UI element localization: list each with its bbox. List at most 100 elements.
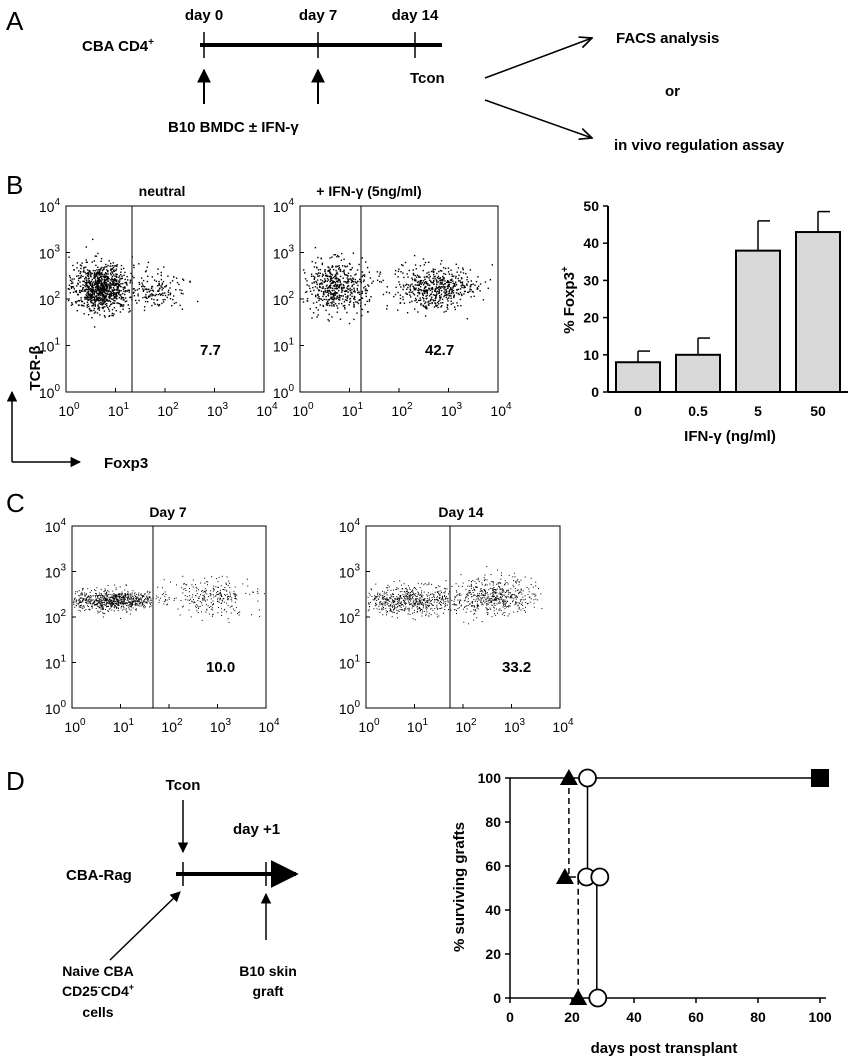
bar [795,231,841,393]
event-dot [118,276,120,279]
event-dot [498,602,500,604]
event-dot [344,290,346,293]
event-dot [138,594,140,596]
event-dot [112,590,114,592]
event-dot [422,304,424,307]
event-dot [87,281,90,284]
event-dot [455,281,457,283]
event-dot [350,281,353,284]
day-label: day +1 [233,821,280,838]
event-dot [492,595,494,597]
event-dot [406,592,408,594]
event-dot [316,283,318,286]
event-dot [334,284,336,286]
event-dot [117,603,119,605]
event-dot [379,603,381,605]
event-dot [76,285,78,287]
event-dot [81,607,83,609]
event-dot [138,299,140,302]
event-dot [423,280,425,282]
event-dot [411,291,414,293]
event-dot [110,298,113,300]
event-dot [457,288,460,291]
event-dot [82,599,84,601]
event-dot [108,289,110,292]
event-dot [491,592,493,594]
event-dot [405,602,407,604]
event-dot [348,304,350,306]
event-dot [113,269,115,271]
event-dot [137,597,139,599]
event-dot [105,286,107,288]
event-dot [444,292,446,294]
event-dot [120,602,122,603]
event-dot [416,595,418,597]
event-dot [464,286,466,288]
event-dot [90,272,92,275]
event-dot [106,600,107,602]
event-dot [120,283,122,285]
arrow-to-facs [484,38,592,79]
event-dot [135,595,136,597]
event-dot [93,273,96,275]
event-dot [86,292,88,294]
event-dot [303,269,305,271]
event-dot [493,607,495,609]
event-dot [105,287,108,290]
event-dot [430,280,432,283]
event-dot [99,299,102,301]
event-dot [493,613,495,615]
event-dot [89,609,90,611]
event-dot [318,299,320,302]
event-dot [485,601,487,603]
event-dot [166,604,168,606]
event-dot [82,588,84,590]
event-dot [437,281,440,283]
event-dot [101,283,104,285]
event-dot [472,589,474,591]
event-dot [499,582,501,584]
event-dot [126,290,129,292]
event-dot [111,308,114,311]
event-dot [114,300,116,302]
event-dot [115,282,117,285]
event-dot [222,598,224,600]
event-dot [109,604,111,606]
event-dot [412,596,413,598]
event-dot [465,589,467,591]
event-dot [480,594,482,596]
event-dot [479,290,481,292]
event-dot [329,304,331,307]
event-dot [444,609,446,610]
event-dot [91,278,93,281]
event-dot [436,293,438,295]
event-dot [184,588,186,590]
event-dot [441,592,443,593]
event-dot [525,601,527,603]
event-dot [452,292,455,294]
event-dot [103,295,105,297]
event-dot [440,599,442,601]
event-dot [390,598,392,600]
event-dot [83,269,85,271]
event-dot [541,608,543,610]
event-dot [103,301,105,304]
event-dot [429,608,431,610]
event-dot [205,604,207,606]
event-dot [114,296,116,299]
event-dot [338,296,340,298]
event-dot [107,283,109,285]
event-dot [426,606,428,608]
event-dot [113,295,115,298]
event-dot [368,300,371,302]
event-dot [444,604,446,606]
event-dot [393,295,395,298]
event-dot [370,601,372,603]
event-dot [454,308,456,311]
event-dot [179,289,181,291]
event-dot [402,594,404,596]
event-dot [428,271,430,273]
event-dot [80,602,82,603]
event-dot [222,600,223,602]
event-dot [480,599,482,601]
